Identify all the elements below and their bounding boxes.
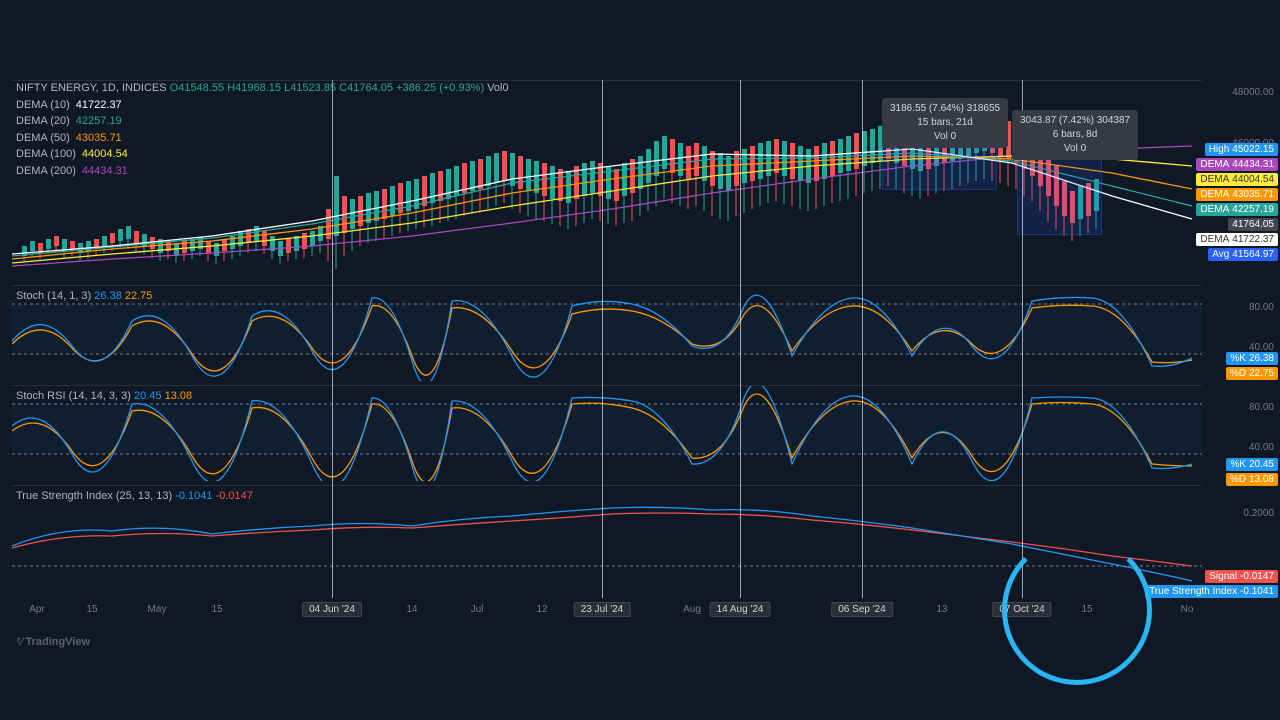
dema-row: DEMA (100)44004.54 — [16, 146, 509, 163]
dema-row: DEMA (20)42257.19 — [16, 113, 509, 130]
time-tick-highlighted: 04 Jun '24 — [302, 602, 362, 617]
time-tick-highlighted: 07 Oct '24 — [992, 602, 1051, 617]
crosshair-vline — [602, 80, 603, 598]
dema-list: DEMA (10)41722.37DEMA (20)42257.19DEMA (… — [16, 97, 509, 180]
measure-tooltip: 3186.55 (7.64%) 31865515 bars, 21dVol 0 — [882, 98, 1008, 148]
time-tick: No — [1181, 604, 1194, 615]
time-tick: 12 — [536, 604, 547, 615]
time-tick-highlighted: 06 Sep '24 — [831, 602, 893, 617]
tsi-label: True Strength Index (25, 13, 13) -0.1041… — [16, 490, 253, 502]
axis-price-tag: DEMA41722.37 — [1196, 233, 1278, 246]
stoch-label: Stoch (14, 1, 3) 26.38 22.75 — [16, 290, 152, 302]
tradingview-watermark: ⁷⁄ TradingView — [16, 636, 90, 648]
price-axis[interactable]: 48000.0046000.00High45022.15DEMA44434.31… — [1214, 80, 1280, 600]
dema-row: DEMA (10)41722.37 — [16, 97, 509, 114]
time-tick: 15 — [211, 604, 222, 615]
axis-tick: 40.00 — [1249, 442, 1274, 453]
stoch-rsi-panel[interactable]: Stoch RSI (14, 14, 3, 3) 20.45 13.08 — [12, 385, 1202, 480]
stoch-chart[interactable] — [12, 286, 1202, 381]
time-tick: Jul — [471, 604, 484, 615]
time-tick: 15 — [1081, 604, 1092, 615]
axis-price-tag: %K20.45 — [1226, 458, 1278, 471]
axis-price-tag: 41764.05 — [1228, 218, 1278, 231]
axis-price-tag: %D22.75 — [1226, 367, 1278, 380]
time-tick-highlighted: 14 Aug '24 — [710, 602, 771, 617]
time-axis[interactable]: Apr 15 May 15 14 Jul 12 Aug 13 15 No 04 Jun '24 23 J… — [12, 600, 1202, 624]
axis-price-tag: True Strength Index-0.1041 — [1145, 585, 1278, 598]
time-tick: Aug — [683, 604, 701, 615]
time-tick: 15 — [86, 604, 97, 615]
axis-price-tag: DEMA43035.71 — [1196, 188, 1278, 201]
tsi-chart[interactable] — [12, 486, 1202, 596]
axis-price-tag: DEMA44434.31 — [1196, 158, 1278, 171]
chart-header: NIFTY ENERGY, 1D, INDICES O41548.55 H419… — [16, 80, 509, 179]
axis-price-tag: Signal-0.0147 — [1205, 570, 1278, 583]
time-tick: Apr — [29, 604, 45, 615]
axis-price-tag: %K26.38 — [1226, 352, 1278, 365]
axis-price-tag: %D13.08 — [1226, 473, 1278, 486]
axis-price-tag: DEMA42257.19 — [1196, 203, 1278, 216]
axis-price-tag: High45022.15 — [1205, 143, 1278, 156]
axis-tick: 0.2000 — [1243, 508, 1274, 519]
time-tick: 13 — [936, 604, 947, 615]
stoch-panel[interactable]: Stoch (14, 1, 3) 26.38 22.75 — [12, 285, 1202, 380]
time-tick: May — [148, 604, 167, 615]
dema-row: DEMA (50)43035.71 — [16, 130, 509, 147]
time-tick-highlighted: 23 Jul '24 — [574, 602, 631, 617]
time-tick: 14 — [406, 604, 417, 615]
axis-tick: 48000.00 — [1232, 87, 1274, 98]
crosshair-vline — [862, 80, 863, 598]
tsi-panel[interactable]: True Strength Index (25, 13, 13) -0.1041… — [12, 485, 1202, 595]
symbol-text: NIFTY ENERGY, 1D, INDICES — [16, 82, 167, 94]
axis-tick: 80.00 — [1249, 302, 1274, 313]
symbol-ohlc-line: NIFTY ENERGY, 1D, INDICES O41548.55 H419… — [16, 80, 509, 97]
stoch-rsi-label: Stoch RSI (14, 14, 3, 3) 20.45 13.08 — [16, 390, 192, 402]
dema-row: DEMA (200)44434.31 — [16, 163, 509, 180]
axis-tick: 80.00 — [1249, 402, 1274, 413]
axis-price-tag: Avg41564.97 — [1208, 248, 1278, 261]
crosshair-vline — [740, 80, 741, 598]
measure-tooltip: 3043.87 (7.42%) 3043876 bars, 8dVol 0 — [1012, 110, 1138, 160]
axis-price-tag: DEMA44004.54 — [1196, 173, 1278, 186]
